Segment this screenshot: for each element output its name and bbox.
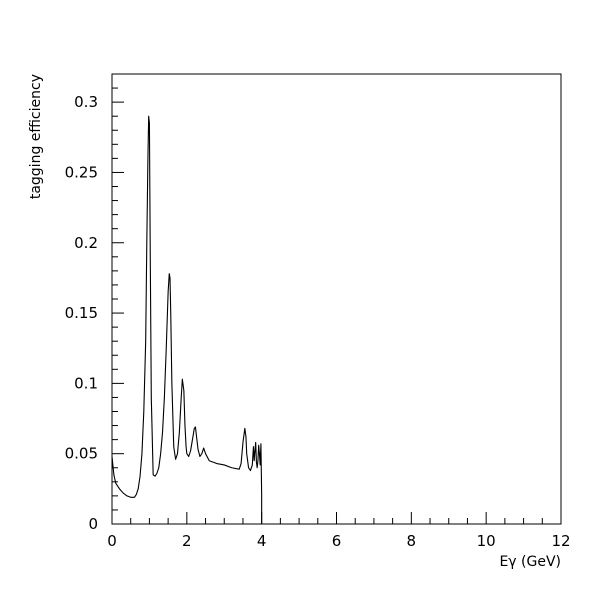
plot-frame <box>111 73 562 525</box>
y-tick-label: 0 <box>88 515 98 533</box>
x-axis-title: Eγ (GeV) <box>499 554 561 570</box>
series-line <box>111 115 263 524</box>
x-tick-label: 12 <box>551 532 570 550</box>
x-tick-label: 0 <box>107 532 117 550</box>
x-tick-label: 2 <box>182 532 192 550</box>
axis-ticks <box>111 73 562 525</box>
x-tick-label: 8 <box>407 532 417 550</box>
x-tick-label: 4 <box>257 532 267 550</box>
y-tick-label: 0.15 <box>65 304 98 322</box>
x-tick-label: 6 <box>332 532 342 550</box>
y-tick-label: 0.25 <box>65 163 98 181</box>
y-tick-label: 0.1 <box>74 374 98 392</box>
tick-labels: 0 2 4 6 8 10 12 0 0.05 0.1 0.15 0.2 0.25 0.3 <box>65 93 571 550</box>
y-tick-label: 0.3 <box>74 93 98 111</box>
y-tick-label: 0.2 <box>74 234 98 252</box>
x-tick-label: 10 <box>477 532 496 550</box>
y-axis-title: tagging efficiency <box>28 74 44 199</box>
y-tick-label: 0.05 <box>65 445 98 463</box>
